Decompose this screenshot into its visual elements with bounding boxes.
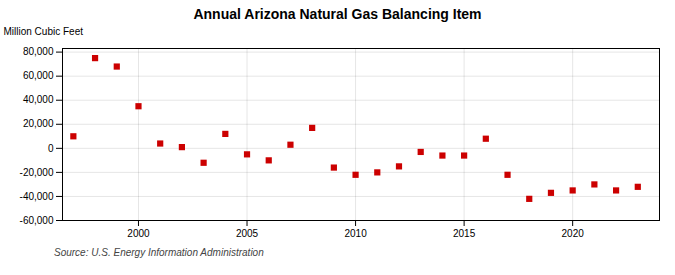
svg-text:40,000: 40,000 (23, 94, 54, 105)
svg-text:-20,000: -20,000 (20, 167, 54, 178)
svg-text:20,000: 20,000 (23, 118, 54, 129)
svg-text:Million Cubic Feet: Million Cubic Feet (4, 26, 84, 37)
svg-text:2000: 2000 (127, 228, 150, 239)
svg-text:2015: 2015 (453, 228, 476, 239)
svg-text:60,000: 60,000 (23, 70, 54, 81)
svg-text:-40,000: -40,000 (20, 191, 54, 202)
svg-text:0: 0 (48, 143, 54, 154)
svg-text:2010: 2010 (344, 228, 367, 239)
svg-text:80,000: 80,000 (23, 46, 54, 57)
svg-text:2005: 2005 (236, 228, 259, 239)
svg-text:2020: 2020 (562, 228, 585, 239)
html-text:Source: U.S. Energy Informatio: Source: U.S. Energy Information Administ… (54, 247, 264, 258)
svg-text:-60,000: -60,000 (20, 215, 54, 226)
html-text:Annual Arizona Natural Gas Bal: Annual Arizona Natural Gas Balancing Ite… (193, 6, 482, 22)
